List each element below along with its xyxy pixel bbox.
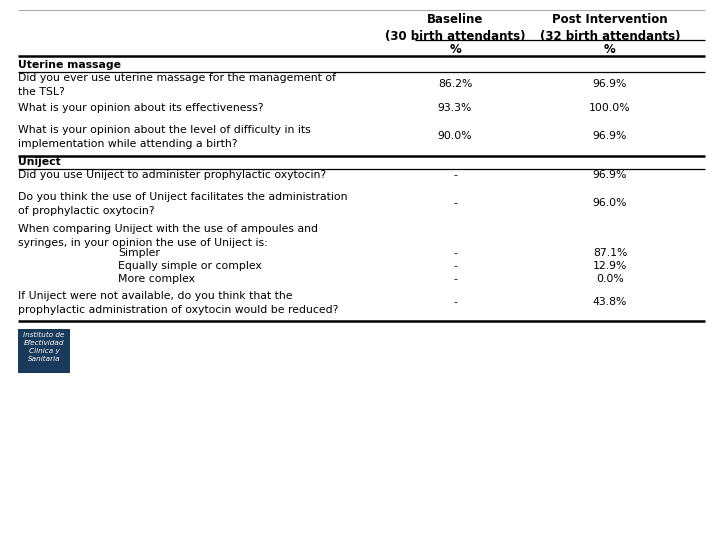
Text: What is your opinion about the level of difficulty in its
implementation while a: What is your opinion about the level of … bbox=[18, 125, 311, 148]
Text: Do you think the use of Uniject facilitates the administration
of prophylactic o: Do you think the use of Uniject facilita… bbox=[18, 192, 348, 215]
Text: Simpler: Simpler bbox=[118, 248, 160, 258]
Text: Did you ever use uterine massage for the management of
the TSL?: Did you ever use uterine massage for the… bbox=[18, 73, 336, 97]
Text: 43.8%: 43.8% bbox=[593, 297, 627, 307]
Text: Equally simple or complex: Equally simple or complex bbox=[118, 261, 262, 271]
Text: -: - bbox=[453, 170, 457, 180]
Text: What is your opinion about its effectiveness?: What is your opinion about its effective… bbox=[18, 103, 264, 113]
Text: More complex: More complex bbox=[118, 274, 195, 284]
Text: 87.1%: 87.1% bbox=[593, 248, 627, 258]
Text: 93.3%: 93.3% bbox=[438, 103, 472, 113]
Text: 96.9%: 96.9% bbox=[593, 131, 627, 141]
Text: -: - bbox=[453, 248, 457, 258]
Text: %: % bbox=[449, 43, 461, 56]
Text: Uniject: Uniject bbox=[18, 157, 60, 167]
Text: Baseline
(30 birth attendants): Baseline (30 birth attendants) bbox=[384, 13, 526, 43]
Text: -: - bbox=[453, 297, 457, 307]
Text: 100.0%: 100.0% bbox=[589, 103, 631, 113]
Text: When comparing Uniject with the use of ampoules and
syringes, in your opinion th: When comparing Uniject with the use of a… bbox=[18, 224, 318, 248]
Text: 96.9%: 96.9% bbox=[593, 79, 627, 89]
Text: 86.2%: 86.2% bbox=[438, 79, 472, 89]
Text: 0.0%: 0.0% bbox=[596, 274, 624, 284]
Text: 90.0%: 90.0% bbox=[438, 131, 472, 141]
Text: -: - bbox=[453, 261, 457, 271]
Text: 12.9%: 12.9% bbox=[593, 261, 627, 271]
Text: Instituto de
Efectividad
Clinica y
Sanitaria: Instituto de Efectividad Clinica y Sanit… bbox=[23, 332, 65, 362]
Text: Uterine massage: Uterine massage bbox=[18, 60, 121, 70]
Text: 96.0%: 96.0% bbox=[593, 198, 627, 208]
Text: If Uniject were not available, do you think that the
prophylactic administration: If Uniject were not available, do you th… bbox=[18, 291, 338, 315]
Text: Post Intervention
(32 birth attendants): Post Intervention (32 birth attendants) bbox=[540, 13, 680, 43]
Text: -: - bbox=[453, 198, 457, 208]
FancyBboxPatch shape bbox=[18, 329, 70, 373]
Text: 96.9%: 96.9% bbox=[593, 170, 627, 180]
Text: -: - bbox=[453, 274, 457, 284]
Text: Did you use Uniject to administer prophylactic oxytocin?: Did you use Uniject to administer prophy… bbox=[18, 170, 326, 180]
Text: %: % bbox=[604, 43, 616, 56]
